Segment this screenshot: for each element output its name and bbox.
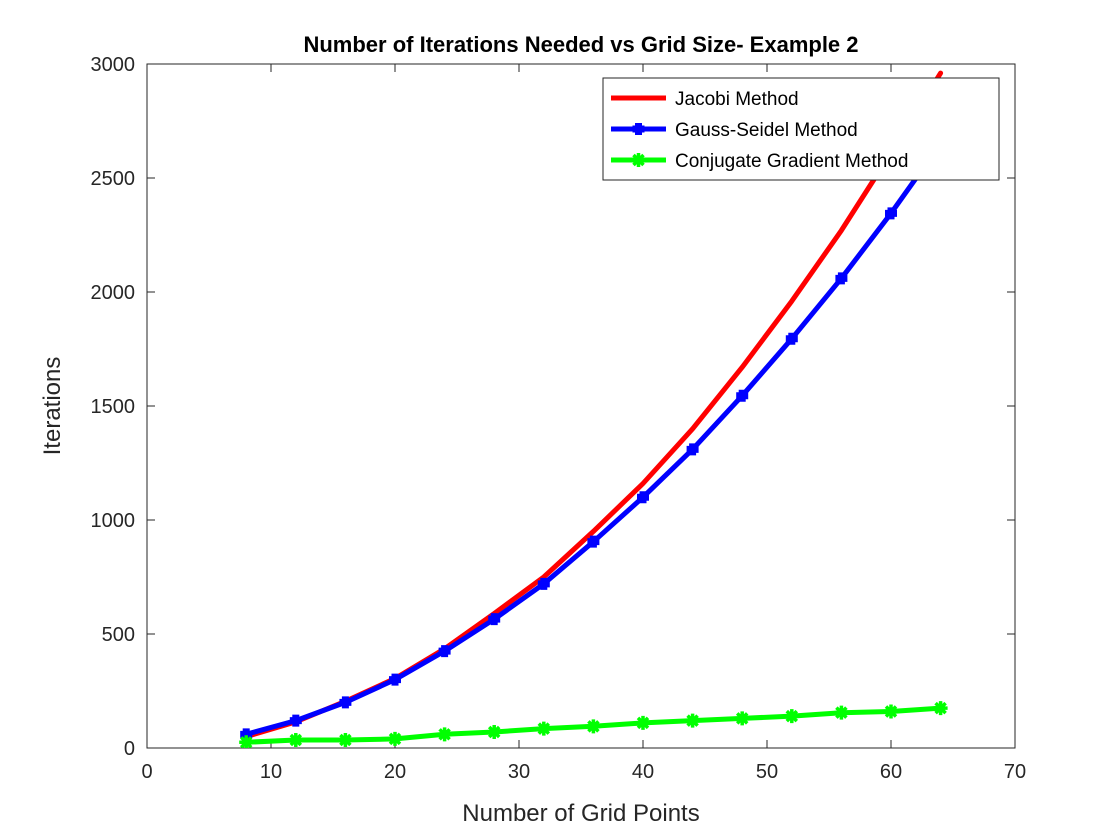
- legend-marker-gauss-seidel: [632, 123, 645, 135]
- data-point: [685, 713, 700, 728]
- legend-label-jacobi: Jacobi Method: [675, 89, 799, 110]
- y-axis-label: Iterations: [39, 357, 66, 456]
- x-tick-label: 40: [632, 761, 654, 783]
- legend: Jacobi Method Gauss-Seidel Method Conjug…: [602, 77, 1000, 181]
- data-point: [785, 332, 798, 345]
- data-point: [288, 733, 303, 748]
- chart-title: Number of Iterations Needed vs Grid Size…: [303, 32, 858, 57]
- data-point: [487, 725, 502, 740]
- data-point: [388, 731, 402, 746]
- y-tick-label: 1500: [91, 396, 136, 418]
- legend-box: [602, 77, 1000, 181]
- data-point: [488, 613, 501, 626]
- y-tick-label: 2000: [91, 282, 136, 304]
- legend-label-gauss-seidel: Gauss-Seidel Method: [675, 120, 858, 141]
- data-point: [338, 733, 353, 748]
- legend-marker-conjugate-gradient: [631, 153, 646, 167]
- data-point: [736, 389, 749, 402]
- data-point: [438, 645, 451, 658]
- data-point: [389, 673, 401, 686]
- data-point: [437, 727, 452, 742]
- data-point: [933, 701, 948, 716]
- x-axis: 0 10 20 30 40 50 60 70: [141, 64, 1026, 783]
- data-point: [239, 735, 254, 748]
- y-tick-label: 1000: [91, 510, 136, 532]
- x-tick-label: 10: [260, 761, 282, 783]
- series-layer: [239, 70, 948, 748]
- y-tick-label: 500: [102, 624, 135, 646]
- x-axis-label: Number of Grid Points: [462, 800, 699, 827]
- data-point: [537, 577, 550, 590]
- data-point: [884, 704, 898, 719]
- x-tick-label: 70: [1004, 761, 1026, 783]
- y-tick-label: 2500: [91, 168, 136, 190]
- y-tick-label: 3000: [91, 54, 136, 76]
- data-point: [636, 715, 650, 730]
- y-axis: 0 500 1000 1500 2000 2500 3000: [91, 54, 1015, 760]
- y-tick-label: 0: [124, 738, 135, 760]
- x-tick-label: 0: [141, 761, 152, 783]
- legend-marker-star: [631, 153, 646, 167]
- data-point: [835, 272, 848, 285]
- data-point: [686, 443, 699, 456]
- data-point: [289, 714, 302, 727]
- data-point: [637, 491, 649, 504]
- data-point: [587, 535, 600, 548]
- x-tick-label: 30: [508, 761, 530, 783]
- data-point: [339, 696, 352, 709]
- data-point: [834, 705, 849, 720]
- data-point: [735, 711, 750, 726]
- data-point: [885, 207, 897, 220]
- x-tick-label: 50: [756, 761, 778, 783]
- series-2: [239, 701, 948, 748]
- x-tick-label: 60: [880, 761, 902, 783]
- legend-marker-cross: [632, 123, 645, 135]
- data-point: [586, 719, 601, 734]
- x-tick-label: 20: [384, 761, 406, 783]
- legend-label-conjugate-gradient: Conjugate Gradient Method: [675, 151, 908, 172]
- data-point: [536, 721, 551, 736]
- data-point: [784, 709, 799, 724]
